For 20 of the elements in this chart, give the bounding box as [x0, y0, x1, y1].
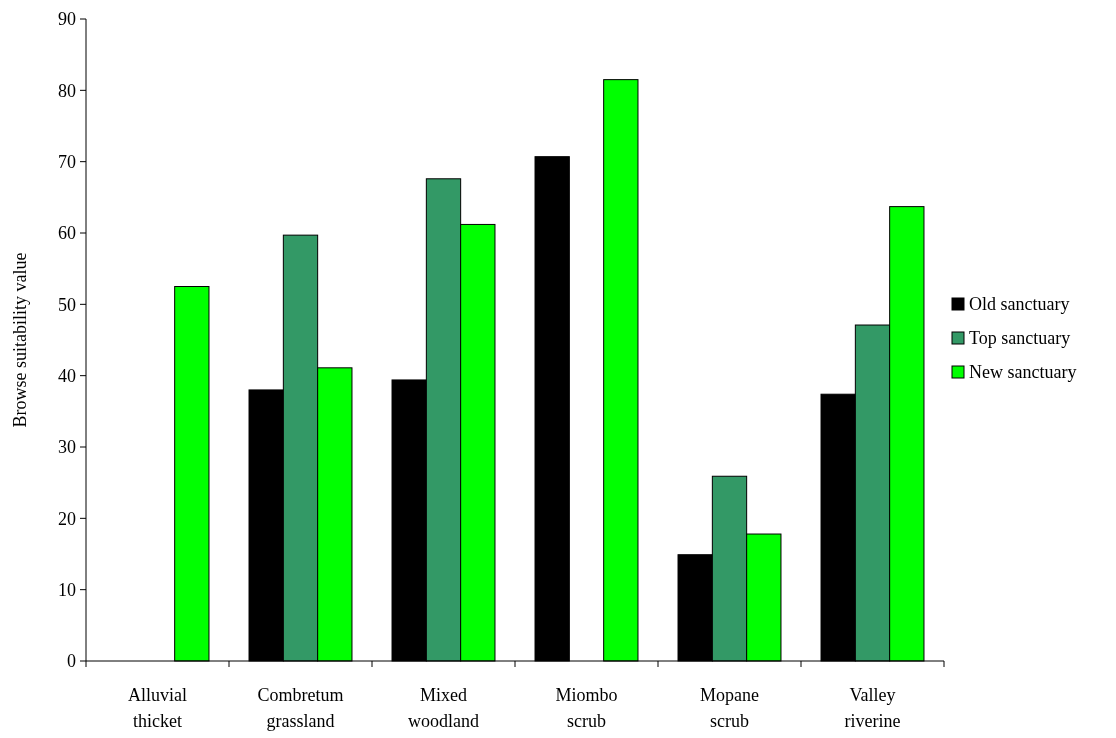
y-tick-label: 20 — [58, 508, 76, 529]
x-tick-label: Miombo scrub — [555, 685, 618, 731]
y-tick-label: 90 — [58, 9, 76, 30]
y-tick-label: 40 — [58, 365, 76, 386]
y-tick-label: 50 — [58, 294, 76, 315]
y-tick-label: 70 — [58, 151, 76, 172]
y-tick-label: 80 — [58, 80, 76, 101]
y-tick-label: 0 — [67, 651, 76, 672]
y-axis-title: Browse suitability value — [10, 252, 30, 428]
legend-label: New sanctuary — [969, 362, 1077, 383]
x-tick-label: Mixed woodland — [408, 685, 479, 731]
x-tick-label: Mopane scrub — [700, 685, 759, 731]
x-tick-label: Alluvial thicket — [128, 685, 187, 731]
x-tick-label: Combretum grassland — [257, 685, 344, 731]
y-tick-label: 60 — [58, 223, 76, 244]
y-tick-label: 30 — [58, 437, 76, 458]
y-tick-label: 10 — [58, 579, 76, 600]
legend-label: Old sanctuary — [969, 294, 1070, 315]
x-tick-label: Valley riverine — [844, 685, 901, 731]
legend-label: Top sanctuary — [969, 328, 1071, 349]
